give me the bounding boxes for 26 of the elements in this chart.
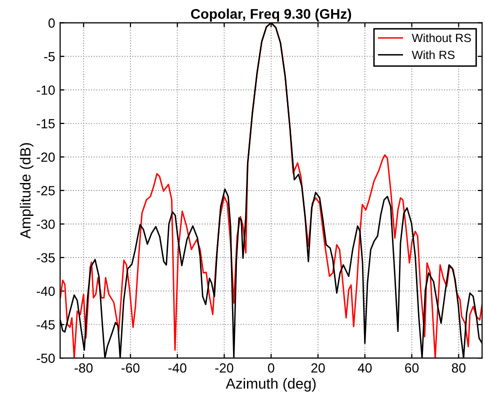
x-tick-label: 0 <box>268 363 274 373</box>
chart-title: Copolar, Freq 9.30 (GHz) <box>191 8 352 22</box>
y-tick-label: 0 <box>48 18 55 28</box>
y-tick-label: -30 <box>36 220 55 229</box>
x-tick-label: -60 <box>122 363 140 373</box>
x-tick-label: -20 <box>215 363 234 373</box>
y-tick-label: -20 <box>36 152 55 162</box>
y-tick-label: -35 <box>36 253 55 262</box>
y-tick-label: -15 <box>36 119 55 128</box>
x-tick-label: 80 <box>452 363 466 373</box>
y-axis-title: Amplitude (dB) <box>20 143 34 239</box>
legend-label: Without RS <box>412 33 471 42</box>
x-tick-label: -40 <box>168 363 186 373</box>
y-tick-label: -40 <box>36 286 55 296</box>
x-axis-title: Azimuth (deg) <box>226 378 316 392</box>
x-tick-label: 60 <box>405 363 419 373</box>
x-tick-label: -80 <box>74 363 93 373</box>
y-tick-label: -5 <box>44 52 55 62</box>
y-tick-label: -10 <box>36 85 55 95</box>
y-tick-label: -25 <box>36 186 55 196</box>
x-tick-label: 40 <box>358 363 372 373</box>
legend-label: With RS <box>412 50 455 60</box>
y-tick-label: -45 <box>36 320 55 330</box>
line-series <box>60 22 482 358</box>
x-tick-label: 20 <box>311 363 325 373</box>
y-tick-label: -50 <box>36 354 55 364</box>
